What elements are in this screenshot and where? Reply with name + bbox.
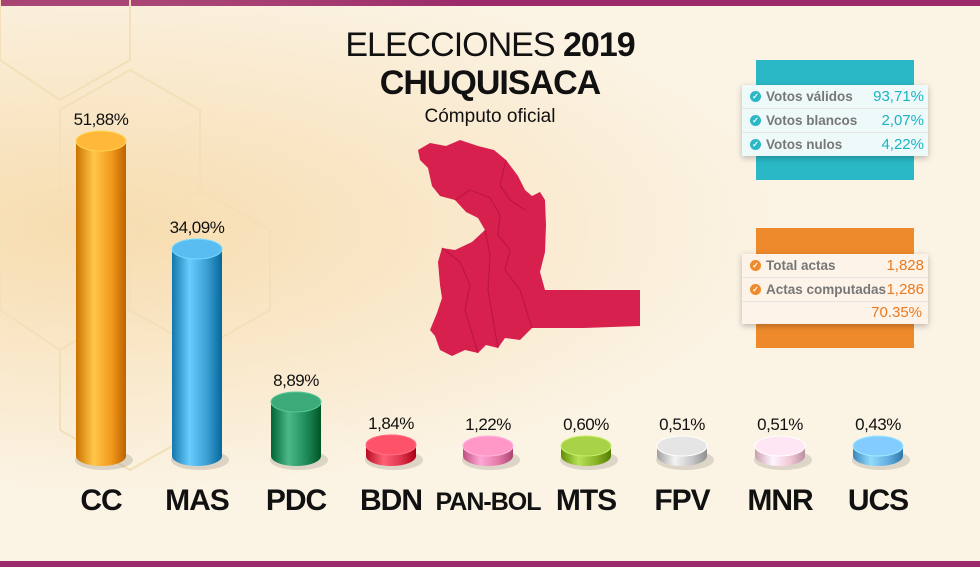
actas-row-value: 1,828	[886, 257, 924, 274]
value-label: 0,51%	[659, 415, 705, 434]
bar-body	[271, 402, 321, 466]
category-label: UCS	[848, 484, 908, 517]
chart-caption: Cómputo oficial	[424, 106, 556, 127]
bar-top	[365, 434, 417, 456]
bar-mts: 0,60% MTS	[556, 415, 618, 517]
chart-title: ELECCIONES 2019	[340, 26, 640, 65]
actas-row-total: ✓ Total actas 1,828	[742, 254, 928, 278]
vote-row-label: Votos nulos	[766, 137, 843, 152]
category-label: PDC	[266, 484, 327, 517]
bar-bdn: 1,84% BDN	[360, 414, 423, 517]
actas-panel: ✓ Total actas 1,828 ✓ Actas computadas 1…	[742, 254, 928, 324]
bar-top	[270, 391, 322, 413]
bar-pan-bol: 1,22% PAN-BOL	[435, 415, 542, 516]
bar-top	[754, 435, 806, 457]
bar-cc: 51,88% CC	[74, 110, 133, 517]
bar-top	[171, 238, 223, 260]
actas-row-label: Actas computadas	[766, 282, 887, 297]
category-label: MNR	[747, 484, 814, 517]
value-label: 0,43%	[855, 415, 901, 434]
bar-pdc: 8,89% PDC	[266, 371, 328, 517]
vote-row-value: 93,71%	[873, 88, 924, 105]
actas-percent: 70.35%	[742, 302, 928, 324]
bottom-border	[0, 561, 980, 567]
actas-row-counted: ✓ Actas computadas 1,286	[742, 278, 928, 302]
bar-body	[76, 141, 126, 466]
bar-top	[462, 435, 514, 457]
actas-row-label: Total actas	[766, 258, 836, 273]
bar-body	[172, 249, 222, 466]
category-label: FPV	[654, 484, 710, 517]
title-prefix: ELECCIONES	[345, 26, 555, 64]
value-label: 8,89%	[273, 371, 319, 390]
bar-top	[852, 435, 904, 457]
vote-row-blank: ✓ Votos blancos 2,07%	[742, 109, 928, 133]
category-label: PAN-BOL	[435, 488, 541, 516]
title-year: 2019	[563, 26, 636, 64]
category-label: BDN	[360, 484, 422, 517]
check-icon: ✓	[750, 91, 761, 102]
value-label: 1,84%	[368, 414, 414, 433]
bar-top	[75, 130, 127, 152]
value-label: 1,22%	[465, 415, 511, 434]
bar-ucs: 0,43% UCS	[848, 415, 910, 517]
bar-top	[656, 435, 708, 457]
category-label: MTS	[556, 484, 616, 517]
vote-row-label: Votos blancos	[766, 113, 858, 128]
bar-mas: 34,09% MAS	[165, 218, 230, 517]
value-label: 0,51%	[757, 415, 803, 434]
bar-mnr: 0,51% MNR	[747, 415, 815, 517]
vote-row-value: 2,07%	[881, 112, 924, 129]
value-label: 0,60%	[563, 415, 609, 434]
category-label: CC	[80, 484, 122, 517]
value-label: 51,88%	[74, 110, 129, 129]
vote-row-value: 4,22%	[881, 136, 924, 153]
bar-top	[560, 435, 612, 457]
check-icon: ✓	[750, 260, 761, 271]
check-icon: ✓	[750, 139, 761, 150]
vote-panel: ✓ Votos válidos 93,71% ✓ Votos blancos 2…	[742, 85, 928, 156]
check-icon: ✓	[750, 284, 761, 295]
actas-row-value: 1,286	[886, 281, 924, 298]
category-label: MAS	[165, 484, 229, 517]
value-label: 34,09%	[170, 218, 225, 237]
vote-row-valid: ✓ Votos válidos 93,71%	[742, 85, 928, 109]
vote-row-null: ✓ Votos nulos 4,22%	[742, 133, 928, 156]
region-title: CHUQUISACA	[379, 64, 601, 102]
vote-row-label: Votos válidos	[766, 89, 853, 104]
bar-fpv: 0,51% FPV	[654, 415, 714, 517]
check-icon: ✓	[750, 115, 761, 126]
